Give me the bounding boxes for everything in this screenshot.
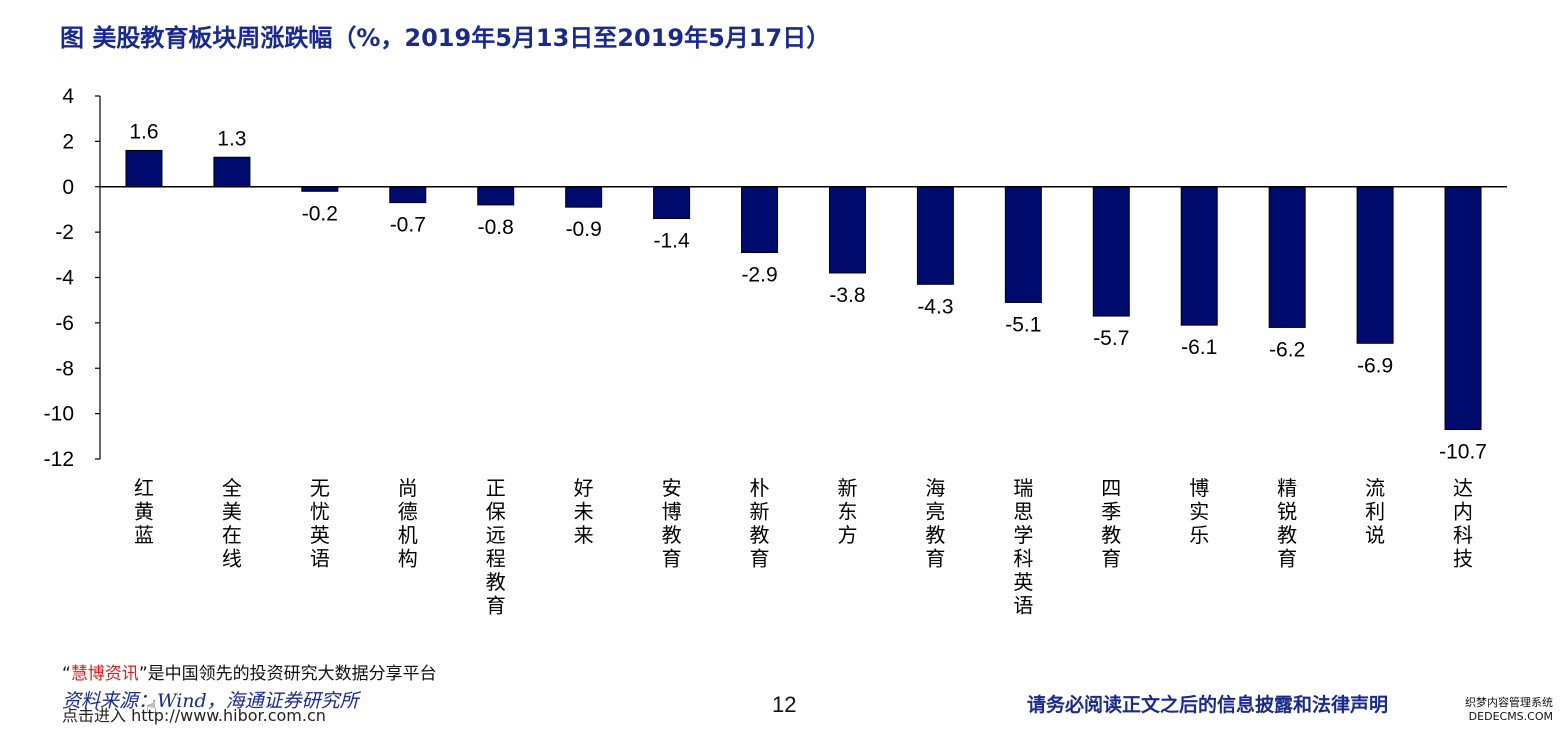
x-tick-label: 瑞思学科英语 [1013,476,1033,618]
pointer-hand-icon: ☝ [146,697,157,717]
x-tick-label: 安博教育 [662,476,682,571]
bar [828,186,866,274]
bars [125,149,1482,431]
x-tick-label: 四季教育 [1101,476,1121,571]
x-tick-label: 正保远程教育 [486,476,506,618]
y-axis: 4 2 0 -2 -4 -6 -8 -10 -12 [44,85,101,471]
x-tick-label: 无忧英语 [310,476,330,571]
data-label: -0.2 [302,202,338,225]
data-label: -4.3 [917,295,953,318]
x-tick-label: 朴新教育 [750,476,770,571]
x-tick-label: 新东方 [837,476,857,547]
x-tick-label: 精锐教育 [1277,476,1297,571]
y-tick-label: 0 [62,176,74,199]
x-tick-label: 海亮教育 [925,476,945,571]
bar [565,186,603,208]
bar [1268,186,1306,328]
y-tick-label: -10 [44,403,74,426]
source-note: 资料来源：Wind，海通证券研究所 [62,690,359,712]
x-tick-label: 红黄蓝 [134,476,154,547]
bar [477,186,515,206]
bar [1180,186,1218,326]
bar [213,156,251,188]
bar [1356,186,1394,344]
chart-title: 图 美股教育板块周涨跌幅（%，2019年5月13日至2019年5月17日） [60,24,831,52]
bar [653,186,691,220]
data-label: 1.6 [129,120,158,143]
y-tick-label: 4 [62,85,74,108]
watermark-line-1: 织梦内容管理系统 [1465,696,1553,709]
y-tick-label: -2 [55,221,74,244]
x-axis-labels: 红黄蓝 全美在线 无忧英语 尚德机构 正保远程教育 好未来 安博教育 朴新教育 新东方 海亮教育 瑞… [134,476,1473,618]
bar [916,186,954,285]
data-label: -2.9 [741,264,777,287]
value-labels: 1.6 1.3 -0.2 -0.7 -0.8 -0.9 -1.4 -2.9 -3.8 -4.3 -5… [129,120,1487,463]
promo-quote-open: “ [62,664,71,684]
data-label: -3.8 [829,284,865,307]
page-number: 12 [772,692,797,717]
x-tick-label: 达内科技 [1453,476,1473,571]
data-label: 1.3 [217,127,246,150]
hibor-link[interactable]: 点击进入 http://www.hibor.com.cn [62,706,326,725]
x-tick-label: 尚德机构 [398,476,418,571]
y-tick-label: 2 [62,130,74,153]
data-label: -6.9 [1357,354,1393,377]
data-label: -6.2 [1269,338,1305,361]
data-label: -5.7 [1093,327,1129,350]
data-label: -1.4 [654,230,691,253]
promo-text: ”是中国领先的投资研究大数据分享平台 [138,664,437,684]
y-tick-label: -8 [55,357,74,380]
data-label: -6.1 [1181,336,1217,359]
bar [1444,186,1482,431]
disclaimer: 请务必阅读正文之后的信息披露和法律声明 [1027,694,1389,716]
bar [741,186,779,254]
x-tick-label: 博实乐 [1189,476,1209,547]
bar [1004,186,1042,303]
data-label: -0.7 [390,214,426,237]
bar [125,149,163,188]
watermark: 织梦内容管理系统 DEDECMS.COM [1465,696,1553,724]
data-label: -10.7 [1439,441,1487,464]
y-tick-label: -12 [44,448,74,471]
data-label: -0.9 [566,218,602,241]
y-tick-label: -4 [55,267,74,290]
bar [389,186,427,204]
promo-line: “慧博资讯”是中国领先的投资研究大数据分享平台 [62,659,437,684]
bar [1092,186,1130,317]
x-tick-label: 全美在线 [222,476,242,571]
watermark-line-2: DEDECMS.COM [1468,710,1553,723]
y-tick-label: -6 [55,312,74,335]
promo-brand[interactable]: 慧博资讯 [70,664,139,684]
x-tick-label: 好未来 [574,476,594,547]
data-label: -0.8 [478,216,514,239]
data-label: -5.1 [1005,313,1041,336]
x-tick-label: 流利说 [1365,476,1385,547]
